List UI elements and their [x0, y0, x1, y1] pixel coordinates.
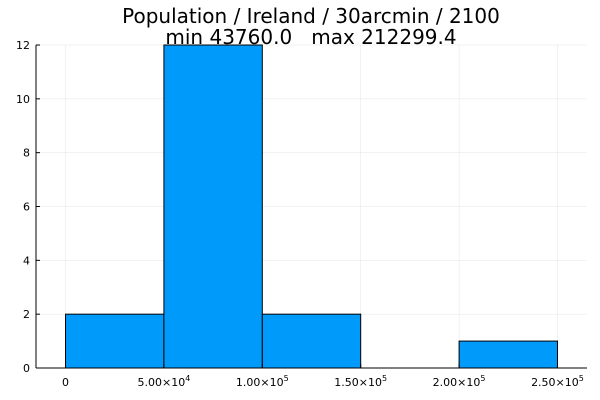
histogram-bar — [163, 44, 263, 369]
y-tick-label: 4 — [23, 254, 30, 267]
histogram-bar — [261, 313, 362, 369]
x-tick-label: 2.50×105 — [531, 374, 584, 389]
x-tick-label: 1.50×105 — [334, 374, 387, 389]
y-tick-label: 6 — [23, 201, 30, 214]
histogram-bar — [458, 340, 558, 369]
histogram-bar — [65, 313, 165, 369]
y-axis-ticks: 0 2 4 6 8 10 12 — [16, 39, 40, 375]
histogram-bars — [65, 44, 558, 369]
x-tick-label: 2.00×105 — [433, 374, 486, 389]
x-tick-label: 1.00×105 — [236, 374, 289, 389]
x-axis-ticks: 0 5.00×104 1.00×105 1.50×105 2.00×105 2.50×10… — [62, 364, 584, 389]
y-tick-label: 2 — [23, 308, 30, 321]
x-tick-label: 0 — [62, 376, 69, 389]
y-tick-label: 12 — [16, 39, 30, 52]
y-tick-label: 8 — [23, 147, 30, 160]
x-tick-label: 5.00×104 — [138, 374, 191, 389]
y-tick-label: 10 — [16, 93, 30, 106]
y-tick-label: 0 — [23, 362, 30, 375]
chart-title-line1: Population / Ireland / 30arcmin / 2100 — [122, 4, 500, 28]
